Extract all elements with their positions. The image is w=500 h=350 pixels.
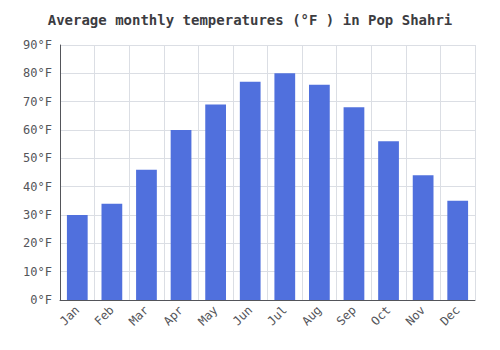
svg-text:Jan: Jan (57, 303, 82, 328)
svg-text:70°F: 70°F (23, 95, 52, 109)
svg-text:Average monthly temperatures (: Average monthly temperatures (°F ) in Po… (48, 12, 453, 28)
svg-text:Sep: Sep (334, 303, 359, 328)
svg-text:80°F: 80°F (23, 66, 52, 80)
svg-text:0°F: 0°F (30, 293, 52, 307)
svg-text:10°F: 10°F (23, 265, 52, 279)
svg-text:40°F: 40°F (23, 180, 52, 194)
svg-text:20°F: 20°F (23, 236, 52, 250)
svg-text:Mar: Mar (126, 303, 151, 328)
svg-text:Feb: Feb (92, 303, 117, 328)
svg-text:Apr: Apr (161, 303, 186, 328)
svg-text:30°F: 30°F (23, 208, 52, 222)
svg-text:90°F: 90°F (23, 38, 52, 52)
svg-text:Jun: Jun (230, 303, 255, 328)
svg-text:Dec: Dec (437, 303, 462, 328)
svg-text:60°F: 60°F (23, 123, 52, 137)
svg-text:May: May (195, 303, 220, 328)
svg-text:50°F: 50°F (23, 151, 52, 165)
svg-text:Oct: Oct (368, 303, 393, 328)
svg-text:Nov: Nov (403, 303, 428, 328)
svg-text:Aug: Aug (299, 303, 324, 328)
svg-text:Jul: Jul (265, 303, 290, 328)
